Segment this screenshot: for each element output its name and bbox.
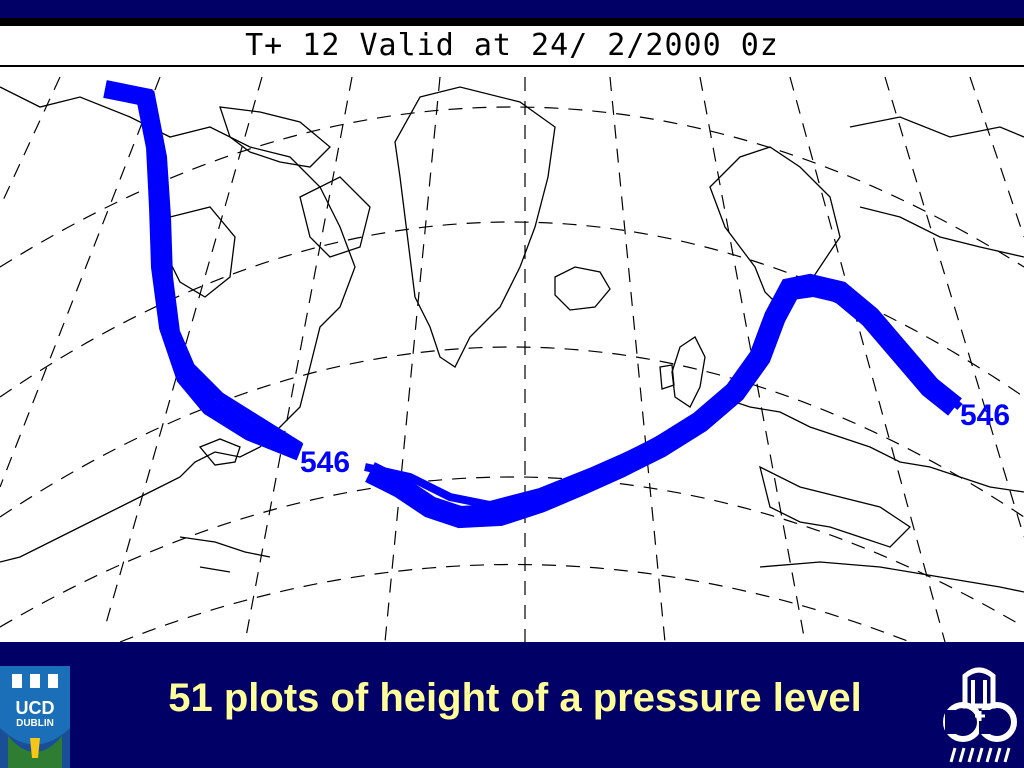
coastline-ireland — [659, 364, 675, 390]
meridian-line — [789, 76, 946, 642]
slide-caption: 51 plots of height of a pressure level — [168, 676, 862, 720]
contour-label: 546 — [960, 399, 1010, 432]
coastline-iceland — [554, 266, 611, 311]
meridian-line — [0, 76, 61, 208]
coastline-caribbean — [179, 536, 271, 573]
meridian-line — [244, 76, 353, 642]
meridian-line — [609, 76, 666, 642]
ucd-logo-text: UCD — [16, 698, 55, 718]
footer-bar — [0, 642, 1024, 768]
meridian-line — [384, 76, 441, 642]
contour-band — [364, 287, 963, 510]
top-rule — [0, 18, 1024, 26]
meridian-line — [884, 76, 1024, 538]
contour-labels: 546 546 — [300, 399, 1010, 479]
coastline-baffin — [299, 176, 371, 258]
parallel-line — [119, 563, 911, 642]
coastline-hudson-bay — [164, 206, 236, 298]
coastline-europe — [719, 396, 1024, 493]
ensemble-contours — [103, 80, 963, 529]
parallel-line — [0, 346, 1024, 518]
coastline-north-africa — [759, 561, 1024, 593]
parallel-line — [0, 476, 1024, 628]
title-rule — [0, 65, 1024, 67]
top-bar — [0, 0, 1024, 18]
coastline-british-isles — [671, 336, 706, 408]
ucd-crest-icon: UCD DUBLIN — [0, 666, 70, 768]
coastline-north-america — [0, 86, 356, 563]
cc-logo-icon — [935, 666, 1024, 766]
coastline-russia-north — [849, 116, 1024, 258]
meridian-line — [0, 76, 161, 488]
coastline-mediterranean — [759, 465, 912, 548]
coastline-arctic-islands — [219, 106, 331, 168]
contour-label: 546 — [300, 446, 350, 479]
contour-band — [103, 80, 304, 461]
plot-title: T+ 12 Valid at 24/ 2/2000 0z — [245, 28, 779, 63]
coastline-great-lakes — [198, 438, 241, 466]
ensemble-map: 546 546 — [0, 76, 1024, 642]
contour-band — [109, 82, 303, 452]
coastlines — [0, 86, 1024, 593]
meridian-line — [969, 76, 1024, 238]
coastline-greenland — [394, 86, 556, 368]
ucd-logo-subtext: DUBLIN — [16, 718, 54, 729]
